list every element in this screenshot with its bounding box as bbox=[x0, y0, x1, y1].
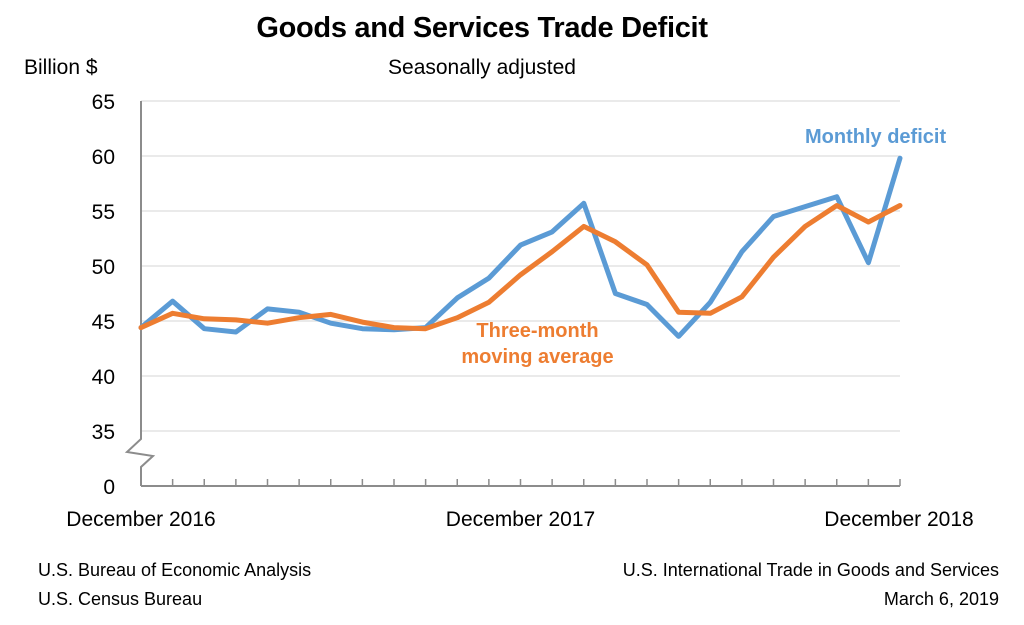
gridlines bbox=[141, 100, 900, 432]
axes bbox=[124, 101, 901, 487]
y-tick-label: 55 bbox=[92, 201, 115, 224]
y-tick-label: 60 bbox=[92, 146, 115, 169]
y-tick-label: 45 bbox=[92, 311, 115, 334]
y-tick-label: 35 bbox=[92, 421, 115, 444]
monthly-deficit-label: Monthly deficit bbox=[805, 126, 947, 148]
y-tick-labels: 65 60 55 50 45 40 35 0 bbox=[92, 91, 115, 499]
source-census: U.S. Census Bureau bbox=[38, 589, 203, 609]
release-name: U.S. International Trade in Goods and Se… bbox=[622, 560, 999, 580]
source-bea: U.S. Bureau of Economic Analysis bbox=[38, 560, 312, 580]
release-date: March 6, 2019 bbox=[883, 589, 999, 609]
y-tick-label: 40 bbox=[92, 366, 115, 389]
chart-title: Goods and Services Trade Deficit bbox=[256, 12, 708, 44]
y-axis-with-break bbox=[124, 101, 156, 486]
moving-average-label-line2: moving average bbox=[461, 346, 614, 368]
y-tick-label: 65 bbox=[92, 91, 115, 114]
y-tick-label: 0 bbox=[103, 476, 115, 499]
chart-subtitle: Seasonally adjusted bbox=[388, 56, 576, 79]
moving-average-line bbox=[138, 203, 903, 332]
series-lines bbox=[138, 155, 903, 339]
x-tick-label: December 2017 bbox=[445, 508, 596, 531]
moving-average-label: Three-month moving average bbox=[455, 318, 620, 370]
x-tick-label: December 2016 bbox=[66, 508, 216, 531]
y-axis-label: Billion $ bbox=[24, 56, 98, 79]
y-tick-label: 50 bbox=[92, 256, 115, 279]
x-tick-label: December 2018 bbox=[824, 508, 974, 531]
moving-average-label-line1: Three-month bbox=[476, 320, 599, 342]
